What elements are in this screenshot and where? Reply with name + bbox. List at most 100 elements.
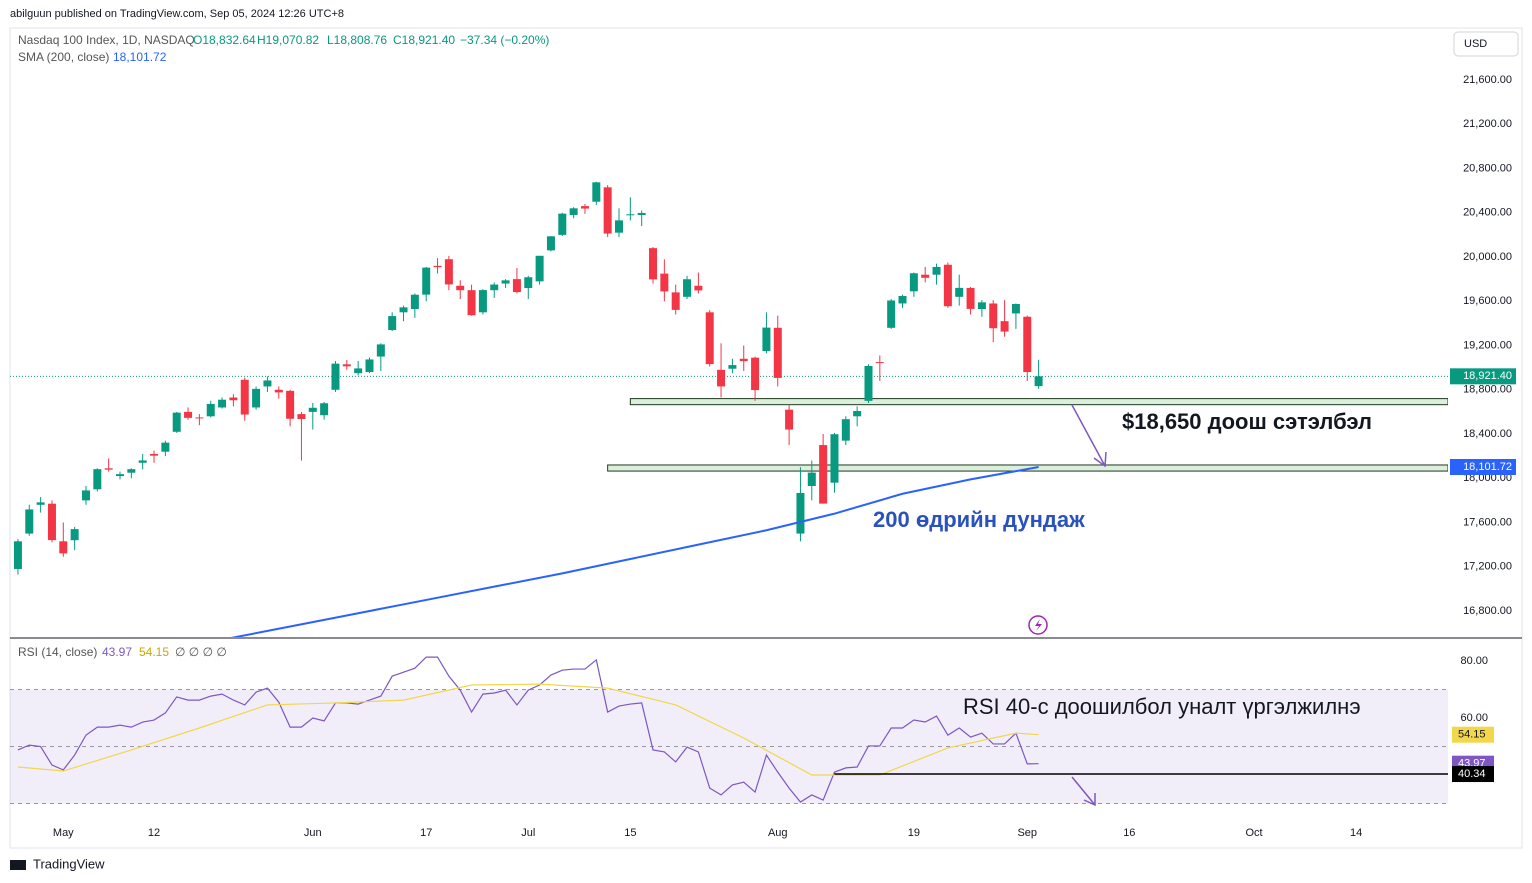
candle-body [977,302,986,309]
y-tick-label: 18,000.00 [1463,472,1512,484]
candle-body [218,399,227,408]
x-tick-label: Oct [1246,827,1263,839]
sma-legend: SMA (200, close) [18,50,109,64]
candle-body [104,468,113,470]
candle-body [694,285,703,291]
y-tick-label: 18,400.00 [1463,428,1512,440]
candle-body [558,213,567,235]
rsi-legend: 54.15 [139,645,169,659]
candle-body [376,344,385,357]
candle-body [116,474,125,477]
candle-body [354,368,363,374]
candle-body [785,409,794,430]
candle-body [728,365,737,369]
rsi-tick-label: 80.00 [1460,655,1488,667]
y-tick-label: 20,000.00 [1463,251,1512,263]
candle-body [660,273,669,292]
candle-body [25,509,34,534]
annotation: $18,650 доош сэтэлбэл [1122,409,1372,434]
candle-body [308,407,317,412]
candle-body [580,206,589,209]
rsi-legend: 43.97 [102,645,132,659]
candle-body [739,358,748,362]
candle-body [342,364,351,367]
candle-body [864,365,873,401]
x-tick-label: Jun [304,827,322,839]
x-tick-label: Sep [1017,827,1037,839]
x-tick-label: 12 [148,827,160,839]
candle-body [921,274,930,278]
candle-body [546,236,555,251]
y-tick-label: 20,800.00 [1463,162,1512,174]
candle-body [1011,304,1020,314]
candle-body [626,214,635,216]
rsi-marker-box [1452,766,1494,783]
legend-high: H19,070.82 [257,33,319,47]
legend-title: Nasdaq 100 Index, 1D, NASDAQ [18,33,195,47]
y-tick-label: 18,800.00 [1463,384,1512,396]
candle-body [240,379,249,415]
x-tick-label: 19 [908,827,920,839]
candle-body [172,412,181,432]
candle-body [592,182,601,202]
candle-body [966,287,975,309]
candle-body [478,290,487,313]
candle-body [195,417,204,419]
rsi-line [17,656,1039,803]
y-tick-label: 16,800.00 [1463,605,1512,617]
candle-body [388,316,397,331]
y-tick-label: 21,600.00 [1463,74,1512,86]
candle-body [943,264,952,307]
candle-body [433,265,442,268]
candle-body [671,292,680,310]
candle-body [263,380,272,387]
candle-body [13,541,22,569]
candle-body [422,267,431,295]
candle-body [887,300,896,328]
y-tick-label: 17,600.00 [1463,516,1512,528]
legend-low: L18,808.76 [327,33,387,47]
candle-body [1023,316,1032,373]
currency[interactable]: USD [1464,38,1487,50]
currency-button[interactable] [1453,31,1519,57]
candle-body [773,327,782,378]
candle-body [649,248,658,280]
y-tick-label: 19,600.00 [1463,295,1512,307]
rsi-band [10,689,1448,804]
candle-body [399,307,408,313]
candle-body [955,287,964,297]
candle-body [456,285,465,291]
candle-body [501,280,510,284]
candle-body [331,363,340,390]
x-tick-label: 17 [420,827,432,839]
logo [10,860,26,870]
candle-body [819,445,828,504]
rsi-title: RSI (14, close) [18,645,97,659]
last-price-box [1450,368,1516,385]
rsi-line [17,683,1039,776]
candle-body [603,187,612,234]
candle-body [751,357,760,391]
candle-body [898,295,907,304]
price-pane [10,181,1448,637]
candle-body [297,414,306,419]
candle-body [717,369,726,387]
legend-close: C18,921.40 [393,33,455,47]
candle-body [683,279,692,297]
footer: TradingView [33,856,105,871]
candle-body [320,403,329,416]
candle-body [150,453,159,456]
x-tick-label: 14 [1350,827,1362,839]
candle-body [989,303,998,329]
y-tick-label: 19,200.00 [1463,339,1512,351]
event-bolt [1035,619,1042,631]
candle-body [161,442,170,452]
candle-body [467,290,476,316]
candle-body [569,208,578,215]
candle-body [762,327,771,352]
candle-body [705,312,714,365]
candle-body [286,390,295,419]
candle-body [614,220,623,233]
candle-body [138,460,147,463]
